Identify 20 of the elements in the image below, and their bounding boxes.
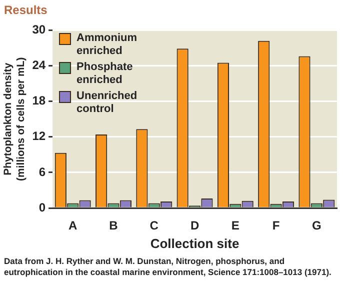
chart-title: Results bbox=[3, 2, 48, 19]
legend-label: Phosphate enriched bbox=[76, 61, 134, 88]
legend-label: Ammonium enriched bbox=[76, 32, 138, 58]
y-tick-label: 6 bbox=[38, 164, 46, 179]
x-tick-label: B bbox=[109, 218, 118, 233]
text: Data from J. H. Ryther and W. M. Dunstan, Nitrogen, phosphorus, and eutrophication in the coastal marine environment, Science 171:1008–1013 (1971). bbox=[3, 255, 332, 278]
x-tick-label: E bbox=[231, 218, 240, 233]
x-tick-label: A bbox=[68, 218, 78, 233]
x-tick-label: C bbox=[150, 218, 159, 233]
x-tick-label: D bbox=[190, 218, 200, 233]
x-tick-label: F bbox=[272, 218, 280, 233]
y-axis-title: Phytoplankton density (millions of cells per mL) bbox=[2, 57, 27, 181]
y-tick-label: 0 bbox=[38, 200, 46, 214]
x-tick-label: G bbox=[312, 218, 322, 233]
y-tick-label: 12 bbox=[32, 129, 46, 144]
y-tick-label: 24 bbox=[32, 58, 46, 72]
legend-label: Unenriched control bbox=[76, 90, 138, 116]
x-axis-title: Collection site bbox=[150, 236, 240, 251]
y-tick-label: 18 bbox=[32, 94, 46, 108]
y-tick-label: 30 bbox=[32, 22, 46, 37]
